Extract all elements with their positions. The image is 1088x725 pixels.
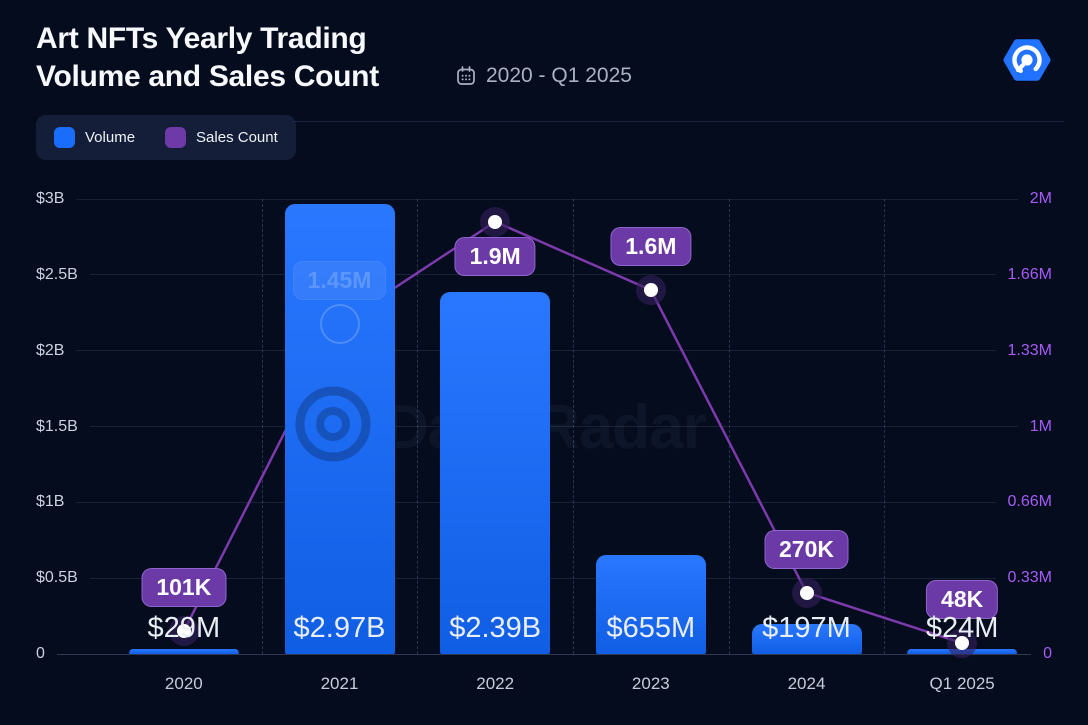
left-axis-tick: 0: [36, 645, 45, 662]
sales-count-badge-2023: 1.6M: [610, 227, 692, 266]
line-point-2024[interactable]: [799, 585, 814, 600]
header-divider: [291, 121, 1064, 122]
volume-label-Q1 2025: $24M: [925, 612, 999, 644]
left-axis-tick: $1B: [36, 493, 65, 511]
x-axis-label-Q1 2025: Q1 2025: [929, 674, 995, 693]
date-range: 2020 - Q1 2025: [455, 64, 632, 88]
bar-2021[interactable]: [284, 203, 395, 654]
gridline: [89, 274, 996, 276]
gridline: [56, 653, 1032, 655]
bar-2024[interactable]: [751, 624, 862, 654]
right-axis-tick: 1M: [1029, 417, 1052, 435]
dappradar-logo[interactable]: [1003, 36, 1051, 84]
sales-count-badge-2021: 1.45M: [292, 261, 387, 301]
left-axis-tick: $1.5B: [36, 417, 78, 435]
right-axis-tick: 1.33M: [1007, 341, 1052, 359]
legend-item-volume[interactable]: Volume: [54, 127, 135, 148]
sales-count-badge-2020: 101K: [141, 568, 227, 608]
date-range-text: 2020 - Q1 2025: [486, 64, 632, 87]
x-axis-label-2020: 2020: [164, 674, 203, 693]
vertical-gridline: [261, 199, 263, 654]
left-axis-tick: $2.5B: [36, 265, 78, 283]
calendar-icon: [457, 66, 475, 85]
watermark-logo-ghost: [295, 386, 371, 462]
right-axis-tick: 0: [1043, 645, 1052, 662]
volume-label-2024: $197M: [762, 612, 851, 644]
bar-2023[interactable]: [595, 554, 706, 654]
title-line-1: Art NFTs Yearly Trading: [36, 22, 367, 55]
volume-label-2021: $2.97B: [293, 612, 386, 644]
gridline: [89, 426, 1018, 427]
dappradar-logo-icon: [1003, 39, 1051, 81]
sales-count-badge-2022: 1.9M: [454, 236, 536, 276]
x-axis-label-2023: 2023: [631, 674, 670, 693]
sales-count-legend-label: Sales Count: [196, 129, 278, 146]
vertical-gridline: [884, 199, 886, 654]
grid-row: $2.5B 1.66M: [36, 266, 1052, 284]
volume-label-2022: $2.39B: [449, 612, 542, 644]
line-point-2020[interactable]: [176, 624, 191, 639]
grid-row: $1.5B 1M: [36, 418, 1052, 436]
x-axis-label-2022: 2022: [476, 674, 515, 693]
line-point-2022[interactable]: [488, 214, 503, 229]
vertical-gridline: [573, 199, 574, 654]
title-line-2: Volume and Sales Count: [36, 60, 379, 93]
vertical-gridline: [728, 199, 730, 654]
volume-legend-label: Volume: [85, 129, 136, 146]
right-axis-tick: 0.66M: [1007, 493, 1052, 511]
volume-swatch: [54, 127, 75, 148]
sales-count-badge-Q1 2025: 48K: [926, 580, 999, 620]
bar-2020[interactable]: [128, 648, 239, 654]
left-axis-tick: $2B: [36, 341, 65, 359]
legend-item-sales-count[interactable]: Sales Count: [165, 127, 278, 148]
volume-label-2023: $655M: [606, 612, 696, 644]
bar-2022[interactable]: [440, 291, 551, 654]
gridline: [76, 198, 1018, 200]
sales-count-badge-2024: 270K: [764, 529, 849, 569]
left-axis-tick: $0.5B: [36, 569, 78, 587]
line-point-ghost-2021: [319, 304, 360, 345]
volume-label-2020: $29M: [147, 612, 221, 644]
sales-count-swatch: [165, 127, 187, 148]
right-axis-tick: 1.66M: [1007, 265, 1052, 283]
vertical-gridline: [417, 199, 419, 654]
left-axis-tick: $3B: [36, 190, 65, 207]
chart-legend: Volume Sales Count: [36, 115, 296, 160]
x-axis-label-2021: 2021: [320, 674, 359, 693]
line-point-Q1 2025[interactable]: [955, 636, 970, 651]
page-title: Art NFTs Yearly Trading Volume and Sales…: [36, 20, 476, 96]
right-axis-tick: 2M: [1029, 190, 1052, 207]
x-axis-label-2024: 2024: [787, 674, 826, 693]
grid-row: $3B 2M: [36, 190, 1052, 208]
line-point-2023[interactable]: [643, 283, 658, 297]
right-axis-tick: 0.33M: [1007, 569, 1052, 587]
